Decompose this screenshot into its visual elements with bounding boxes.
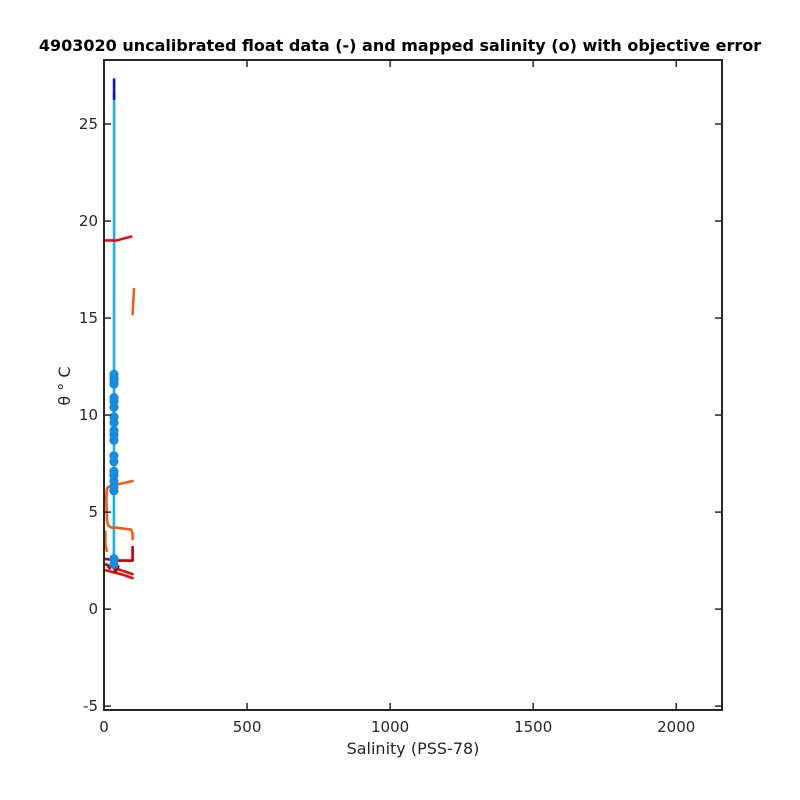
- mapped-salinity-point: [109, 451, 119, 461]
- series-line-10: [104, 568, 134, 580]
- mapped-salinity-point: [109, 369, 119, 379]
- mapped-salinity-point: [109, 425, 119, 436]
- x-axis-label: Salinity (PSS-78): [347, 739, 480, 758]
- y-tick-label: 0: [88, 600, 98, 618]
- series-line-6: [114, 526, 134, 541]
- x-tick-label: 500: [233, 718, 262, 736]
- x-tick-label: 2000: [657, 718, 695, 736]
- mapped-salinity-point: [109, 392, 119, 403]
- axes-box: [103, 59, 723, 711]
- data-layer: [104, 78, 136, 580]
- series-line-4: [131, 287, 136, 316]
- x-tick-label: 1500: [514, 718, 552, 736]
- y-tick-label: -5: [83, 697, 98, 715]
- y-tick-label: 25: [79, 115, 98, 133]
- x-tick-label: 1000: [371, 718, 409, 736]
- series-line-3: [104, 235, 133, 242]
- mapped-salinity-point: [109, 554, 119, 564]
- x-tick-label: 0: [99, 718, 109, 736]
- y-tick-label: 5: [88, 503, 98, 521]
- series-line-7: [104, 530, 109, 553]
- y-axis-label: θ ° C: [55, 366, 74, 405]
- y-tick-label: 20: [79, 212, 98, 230]
- mapped-salinity-point: [109, 466, 119, 476]
- mapped-salinity-point: [109, 412, 119, 422]
- chart-title: 4903020 uncalibrated float data (-) and …: [39, 36, 761, 55]
- y-tick-label: 15: [79, 309, 98, 327]
- y-tick-label: 10: [79, 406, 98, 424]
